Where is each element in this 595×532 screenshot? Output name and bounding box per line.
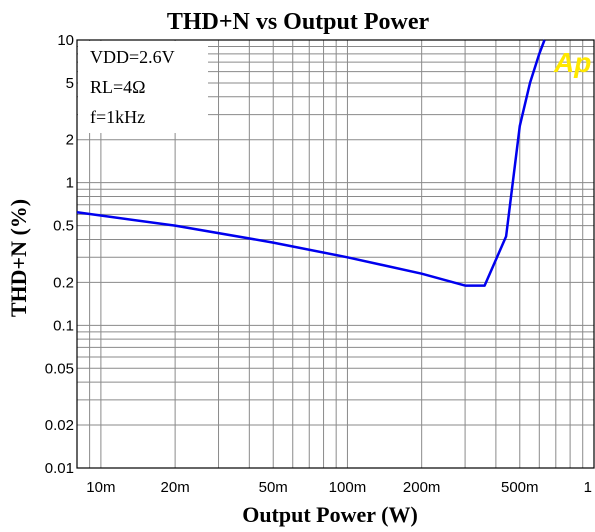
tick-labels: 10m 20m 50m 100m 200m 500m 1 0.01 0.02 0.05 0.1 0.2…	[45, 32, 592, 496]
y-tick-label: 0.1	[53, 317, 74, 334]
y-tick-label: 0.2	[53, 274, 74, 291]
x-tick-label: 20m	[161, 479, 190, 496]
x-tick-label: 200m	[403, 479, 441, 496]
y-tick-label: 2	[66, 132, 74, 149]
x-tick-label: 100m	[329, 479, 367, 496]
y-tick-label: 0.05	[45, 360, 74, 377]
x-tick-label: 50m	[259, 479, 288, 496]
x-tick-label: 10m	[86, 479, 115, 496]
condition-annotation-box: VDD=2.6V RL=4Ω f=1kHz	[78, 41, 208, 133]
annotation-vdd: VDD=2.6V	[90, 47, 175, 67]
annotation-freq: f=1kHz	[90, 107, 145, 127]
y-tick-label: 1	[66, 175, 74, 192]
x-tick-label: 1	[584, 479, 592, 496]
chart-title: THD+N vs Output Power	[167, 9, 430, 35]
x-tick-label: 500m	[501, 479, 539, 496]
y-tick-label: 10	[57, 32, 74, 49]
x-axis-label: Output Power (W)	[242, 502, 418, 527]
annotation-rl: RL=4Ω	[90, 77, 146, 97]
y-tick-label: 0.01	[45, 460, 74, 477]
series-line	[76, 39, 546, 287]
y-tick-label: 0.5	[53, 218, 74, 235]
y-tick-label: 5	[66, 75, 74, 92]
plot-frame	[76, 39, 595, 469]
series-layer	[76, 39, 546, 287]
grid	[76, 39, 595, 469]
ap-logo: Ap	[553, 47, 591, 78]
y-tick-label: 0.02	[45, 417, 74, 434]
y-axis-label: THD+N (%)	[6, 199, 31, 317]
